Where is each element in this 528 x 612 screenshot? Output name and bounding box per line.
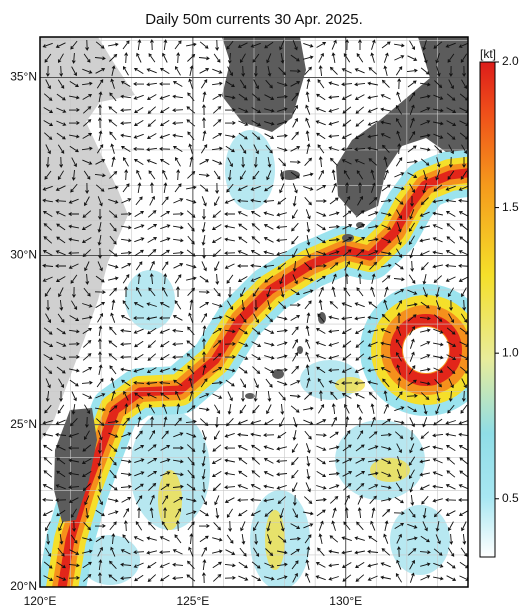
y-tick-label: 20°N (10, 579, 37, 593)
x-tick-label: 120°E (24, 594, 57, 608)
x-tick-label: 125°E (176, 594, 209, 608)
land-japan (336, 37, 468, 216)
eddy-core (390, 314, 462, 386)
kuroshio-core (57, 168, 468, 587)
colorbar-tick-label: 2.0 (502, 54, 519, 68)
y-tick-label: 35°N (10, 70, 37, 84)
current-arrows (42, 39, 468, 584)
y-tick-label: 25°N (10, 417, 37, 431)
colorbar (479, 61, 496, 558)
land-islands (245, 170, 364, 399)
colorbar-unit: [kt] (480, 47, 496, 61)
map-frame (39, 36, 469, 588)
map-area (40, 37, 468, 587)
chart-title: Daily 50m currents 30 Apr. 2025. (145, 11, 363, 28)
x-tick-label: 130°E (329, 594, 362, 608)
grid (40, 37, 468, 587)
colorbar-tick-label: 1.5 (502, 200, 519, 214)
y-tick-label: 30°N (10, 248, 37, 262)
colorbar-tick-label: 0.5 (502, 491, 519, 505)
colorbar-tick-label: 1.0 (502, 345, 519, 359)
